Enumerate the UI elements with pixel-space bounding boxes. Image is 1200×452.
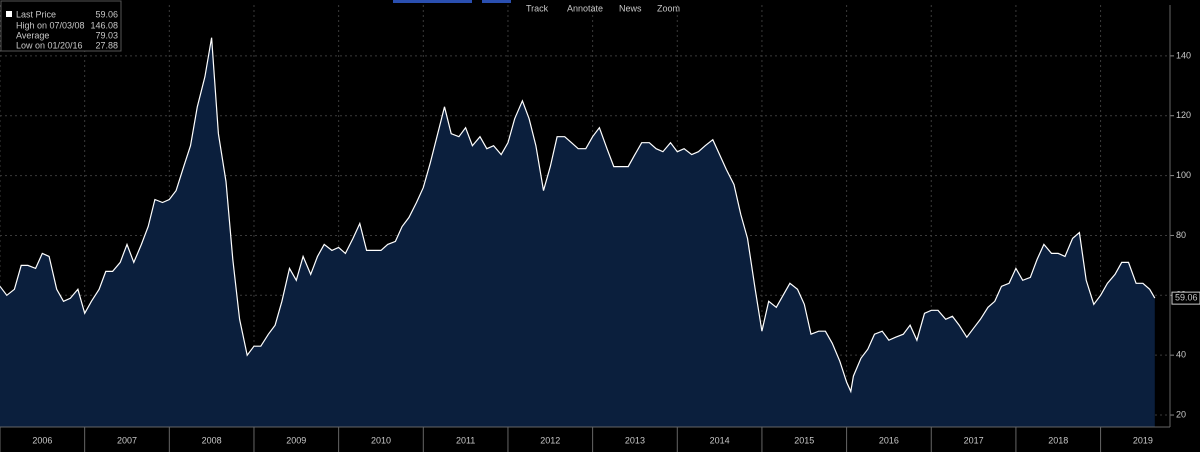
toolbar-button[interactable]: Annotate [567, 3, 603, 13]
toolbar-button[interactable]: Zoom [657, 3, 680, 13]
legend-label: Low on 01/20/16 [16, 40, 83, 50]
legend-value: 146.08 [90, 20, 118, 30]
line [0, 37, 1156, 394]
x-tick-label: 2010 [371, 435, 391, 445]
y-tick-label: 20 [1176, 409, 1186, 419]
x-tick-label: 2017 [964, 435, 984, 445]
toolbar-button[interactable]: News [619, 3, 642, 13]
x-tick-label: 2008 [202, 435, 222, 445]
area [0, 37, 1155, 427]
legend-label: High on 07/03/08 [16, 20, 85, 30]
x-tick-label: 2019 [1133, 435, 1153, 445]
legend-label: Average [16, 30, 49, 40]
legend-value: 27.88 [95, 40, 118, 50]
legend-swatch [6, 11, 12, 17]
x-tick-label: 2016 [879, 435, 899, 445]
x-tick-label: 2006 [32, 435, 52, 445]
toolbar-tab [393, 0, 472, 3]
legend-box [0, 0, 122, 52]
x-tick-label: 2015 [794, 435, 814, 445]
x-tick-label: 2011 [456, 435, 475, 445]
legend-value: 79.03 [95, 30, 118, 40]
x-tick-label: 2012 [540, 435, 560, 445]
x-tick-label: 2007 [117, 435, 137, 445]
toolbar-tab [482, 0, 511, 3]
y-tick-label: 140 [1176, 50, 1191, 60]
y-tick-label: 40 [1176, 350, 1186, 360]
toolbar: Track Annotate News Zoom [526, 3, 680, 13]
toolbar-button[interactable]: Track [526, 3, 549, 13]
legend: Last Price 59.06 High on 07/03/08 146.08… [0, 0, 122, 52]
x-tick-label: 2018 [1048, 435, 1068, 445]
legend-label: Last Price [16, 9, 56, 19]
legend-value: 59.06 [95, 9, 118, 19]
last-price-label: 59.06 [1175, 293, 1198, 303]
y-tick-label: 120 [1176, 110, 1191, 120]
last-price-tag [1171, 291, 1200, 305]
y-tick-label: 80 [1176, 230, 1186, 240]
plot-area [0, 5, 1170, 427]
x-tick-label: 2009 [286, 435, 306, 445]
y-tick-label: 100 [1176, 170, 1191, 180]
x-tick-label: 2013 [625, 435, 645, 445]
x-tick-label: 2014 [710, 435, 730, 445]
